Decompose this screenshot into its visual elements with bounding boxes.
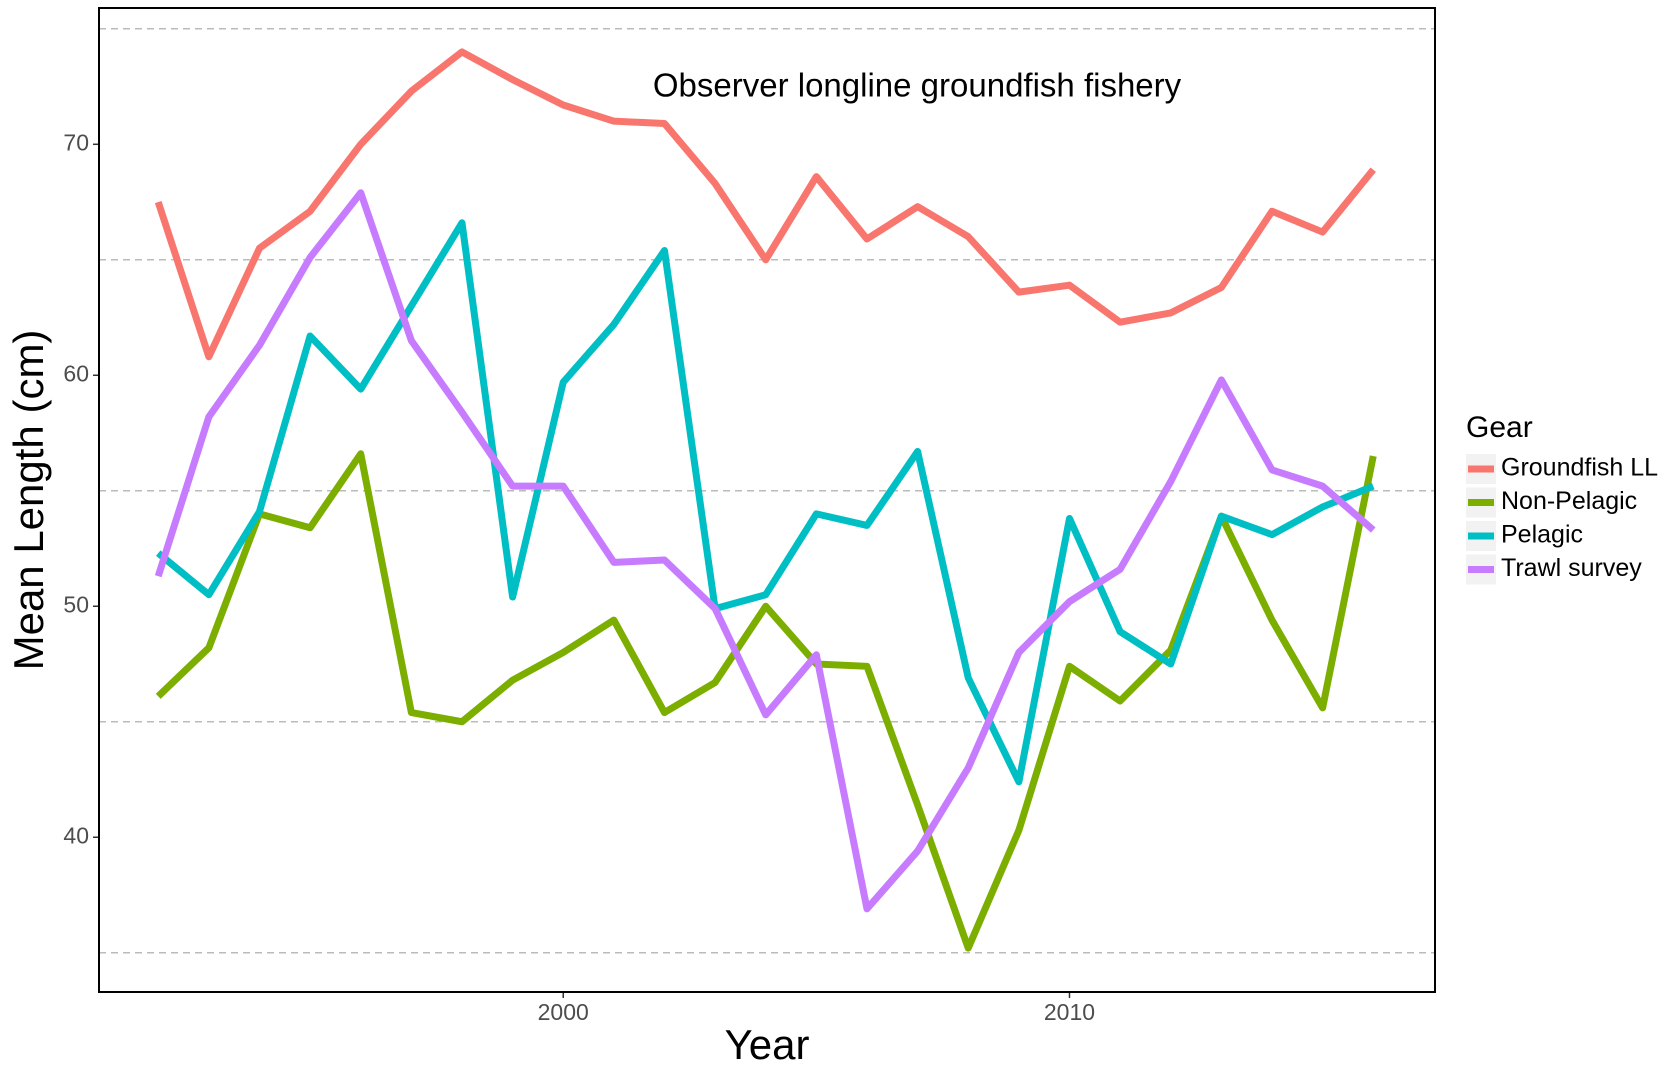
series-line	[155, 450, 1377, 952]
x-tick-label: 2010	[1044, 999, 1095, 1025]
legend-label: Groundfish LL	[1501, 454, 1658, 482]
x-axis-title: Year	[725, 1021, 810, 1068]
y-tick-label: 40	[63, 822, 89, 848]
series-line	[154, 189, 1376, 913]
annotation: Observer longline groundfish fishery	[653, 67, 1182, 104]
x-tick-label: 2000	[538, 999, 589, 1025]
y-tick-label: 60	[63, 360, 89, 386]
series-line	[156, 219, 1375, 786]
y-tick-label: 50	[63, 591, 89, 617]
y-axis-title: Mean Length (cm)	[5, 330, 52, 671]
legend-title: Gear	[1466, 411, 1533, 444]
legend-label: Pelagic	[1501, 521, 1583, 549]
legend-label: Trawl survey	[1501, 554, 1642, 582]
legend-label: Non-Pelagic	[1501, 487, 1637, 515]
plot-border	[98, 7, 1436, 993]
y-tick-label: 70	[63, 129, 89, 155]
series-line	[154, 48, 1376, 361]
